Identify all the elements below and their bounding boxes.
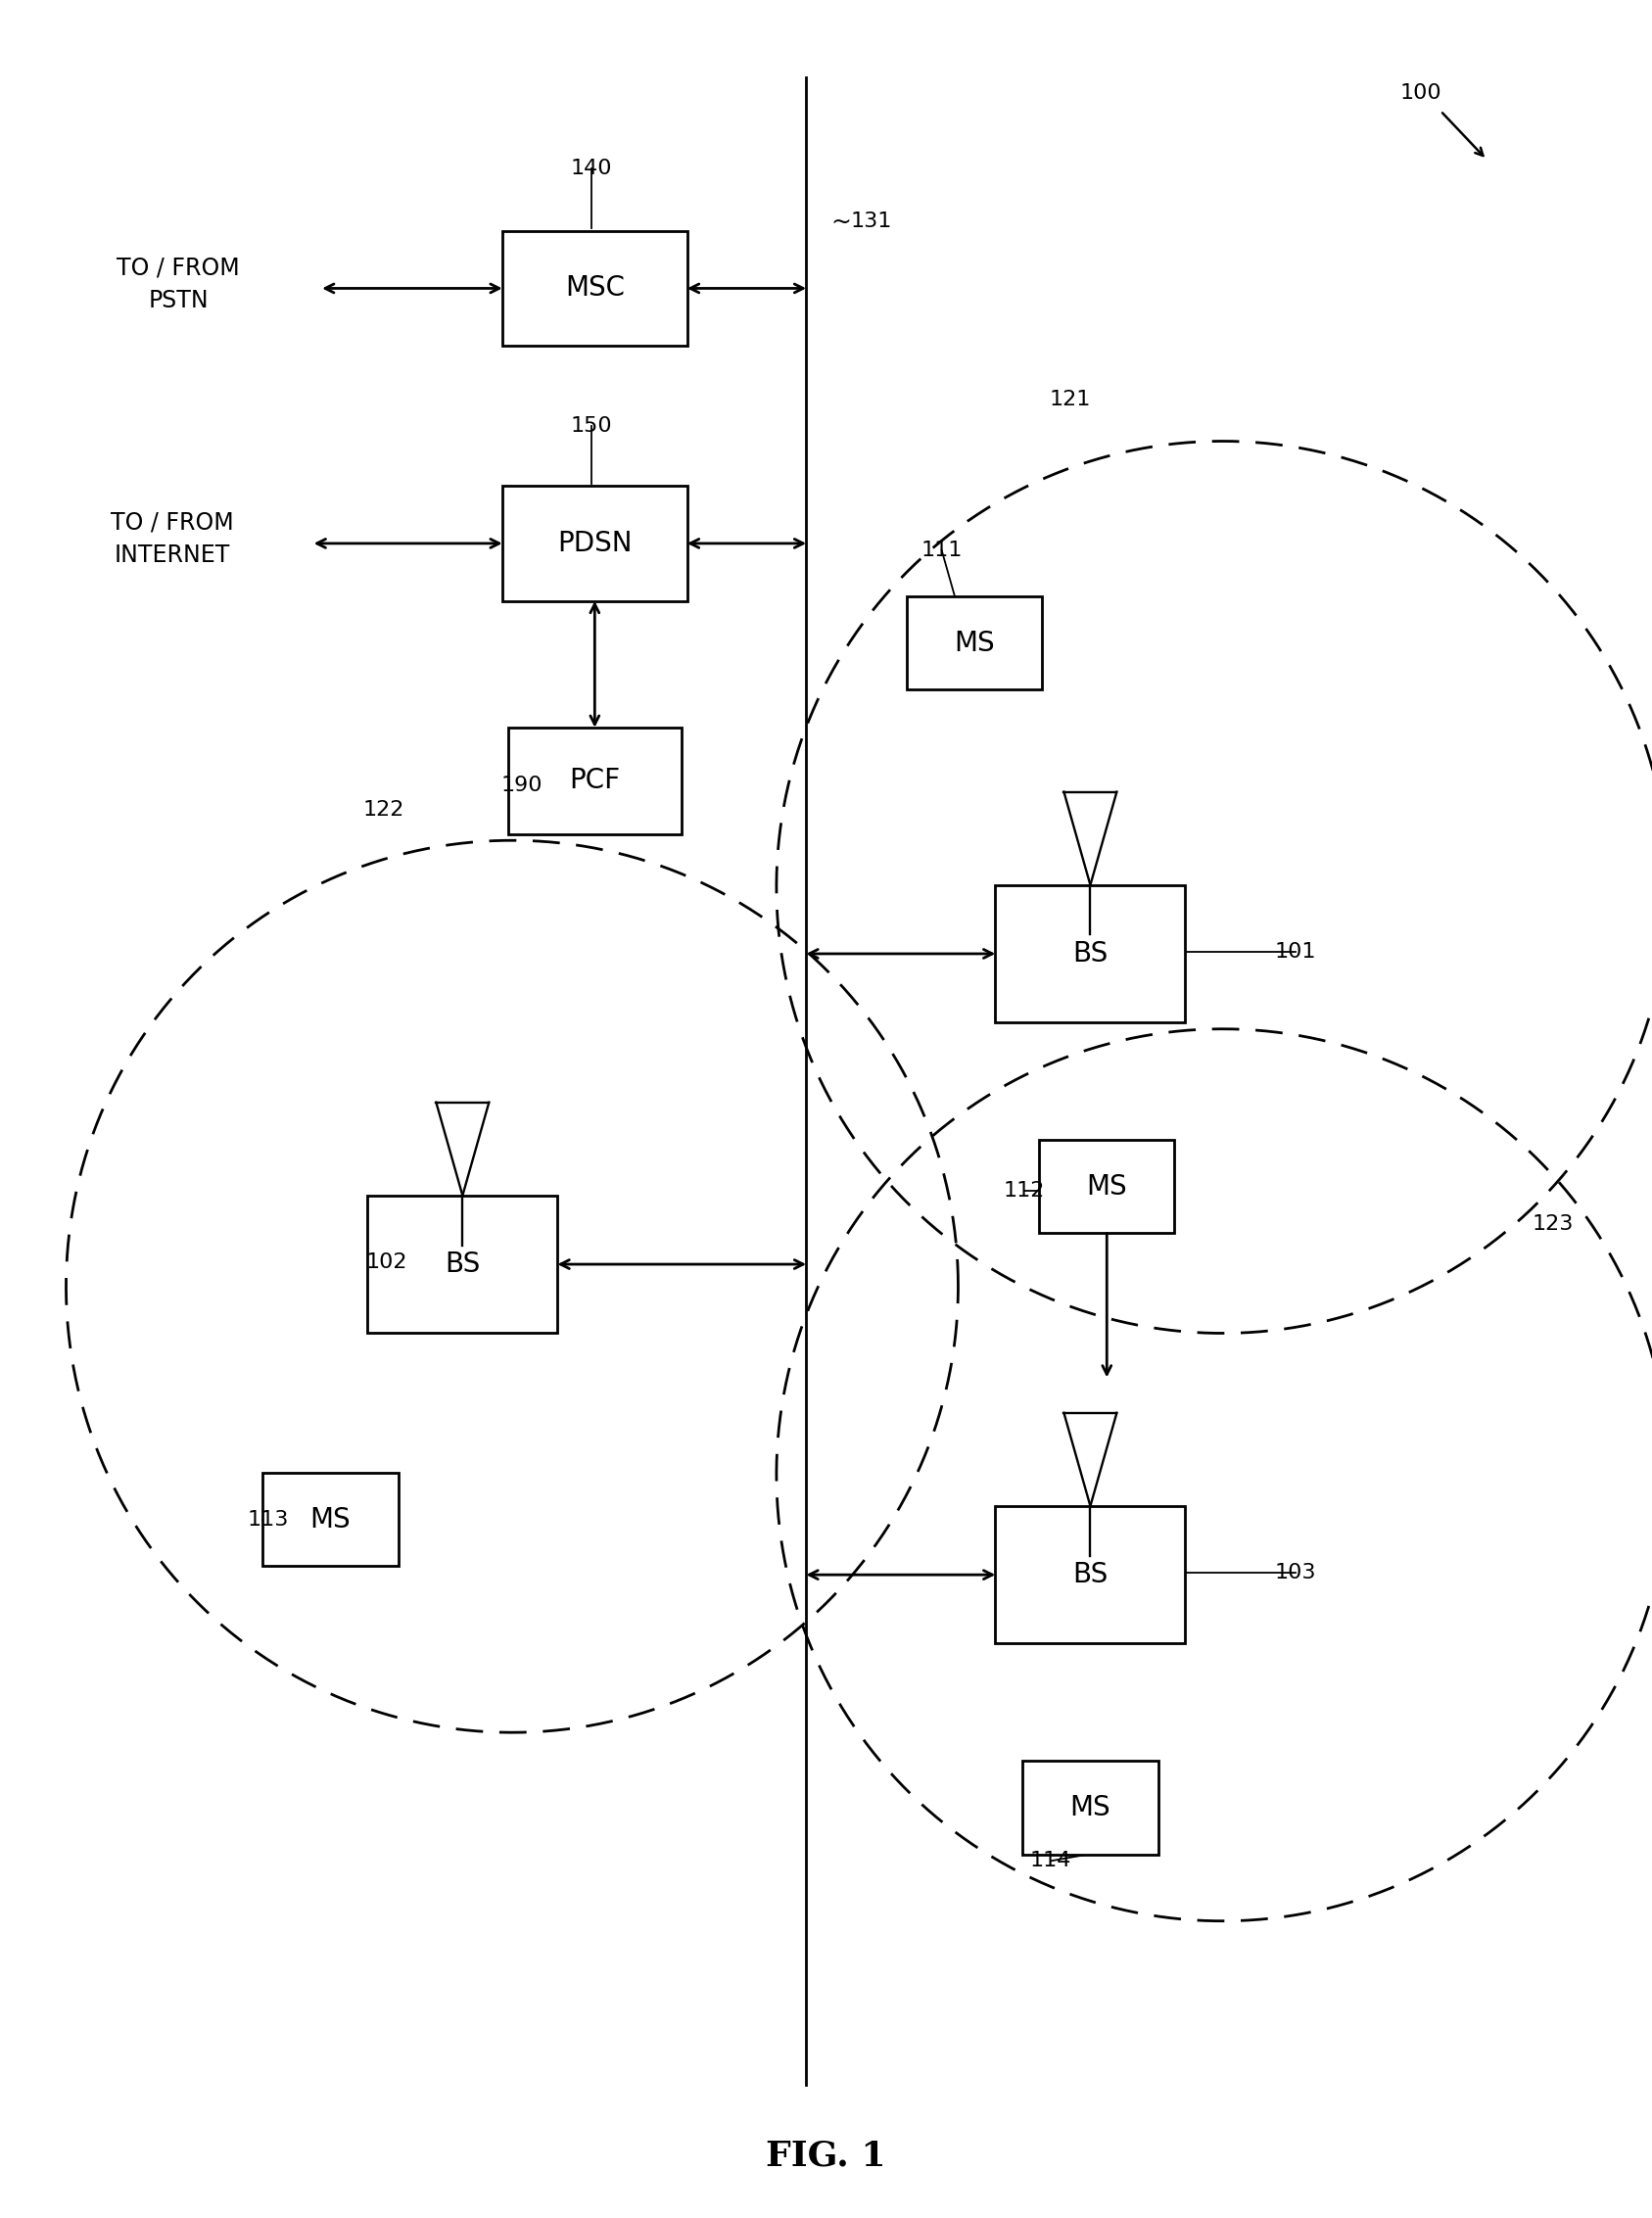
Text: 102: 102 — [365, 1253, 408, 1271]
Text: 123: 123 — [1531, 1215, 1574, 1233]
Text: FIG. 1: FIG. 1 — [767, 2138, 885, 2174]
Text: BS: BS — [444, 1251, 481, 1278]
FancyBboxPatch shape — [1039, 1140, 1175, 1233]
Text: 121: 121 — [1049, 390, 1092, 408]
FancyBboxPatch shape — [368, 1196, 558, 1333]
Text: MS: MS — [1087, 1173, 1127, 1200]
Text: ~: ~ — [831, 211, 851, 233]
Text: 111: 111 — [920, 541, 963, 559]
Text: MSC: MSC — [565, 275, 624, 302]
Text: TO / FROM
INTERNET: TO / FROM INTERNET — [111, 510, 233, 568]
Text: 131: 131 — [851, 213, 892, 231]
Text: 122: 122 — [362, 801, 405, 818]
FancyBboxPatch shape — [507, 728, 681, 834]
Text: PCF: PCF — [570, 767, 620, 794]
Text: 150: 150 — [570, 417, 613, 435]
FancyBboxPatch shape — [907, 597, 1042, 690]
Text: 103: 103 — [1274, 1564, 1317, 1581]
FancyBboxPatch shape — [263, 1473, 398, 1566]
Text: 100: 100 — [1399, 84, 1442, 102]
Text: 113: 113 — [246, 1510, 289, 1528]
Text: MS: MS — [955, 630, 995, 657]
Text: BS: BS — [1072, 940, 1108, 967]
Text: 190: 190 — [501, 776, 544, 794]
Text: TO / FROM
PSTN: TO / FROM PSTN — [117, 255, 240, 313]
Text: 114: 114 — [1029, 1852, 1072, 1870]
Text: PDSN: PDSN — [557, 530, 633, 557]
Text: BS: BS — [1072, 1561, 1108, 1588]
Text: 140: 140 — [570, 160, 613, 177]
Text: 112: 112 — [1003, 1182, 1046, 1200]
Text: 101: 101 — [1274, 943, 1317, 960]
FancyBboxPatch shape — [995, 885, 1186, 1022]
Text: MS: MS — [1070, 1794, 1110, 1821]
FancyBboxPatch shape — [502, 486, 687, 601]
FancyBboxPatch shape — [995, 1506, 1186, 1644]
Text: MS: MS — [311, 1506, 350, 1533]
FancyBboxPatch shape — [1023, 1761, 1158, 1854]
FancyBboxPatch shape — [502, 231, 687, 346]
